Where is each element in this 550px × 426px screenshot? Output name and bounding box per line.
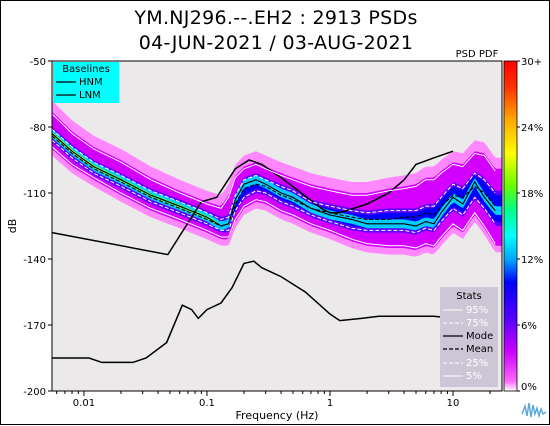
series-mode-line <box>52 133 496 227</box>
baselines-legend-title: Baselines <box>62 64 110 75</box>
y-axis-label: dB <box>6 219 19 234</box>
stats-legend: Stats 95% 75% Mode Mean 25% 5% <box>440 287 498 387</box>
density-iqr-band <box>52 127 502 235</box>
y-tick-label: -110 <box>23 189 46 200</box>
mean-legend-label: Mean <box>466 344 493 355</box>
series-95pct-line <box>52 113 496 209</box>
waveform-logo-icon <box>520 396 548 422</box>
y-tick-label: -50 <box>30 57 46 68</box>
x-tick-label: 0.01 <box>73 398 95 409</box>
axes-layer: -50 -80 -110 -140 -170 -200 0.01 0.1 1 10 <box>23 57 491 409</box>
p95-legend-label: 95% <box>466 305 488 316</box>
stats-legend-title: Stats <box>456 291 482 302</box>
p5-legend-label: 5% <box>466 371 482 382</box>
y-tick-label: -140 <box>23 255 46 266</box>
hnm-legend-label: HNM <box>79 77 103 88</box>
plot-frame <box>51 60 503 392</box>
x-tick-label: 10 <box>447 398 460 409</box>
colorbar-tick-label: 12% <box>521 255 543 266</box>
series-lnm-line <box>52 260 454 364</box>
colorbar-ticks: 0% 6% 12% 18% 24% 30+ <box>517 57 543 393</box>
colorbar-title: PSD PDF <box>456 49 499 60</box>
series-5pct-line <box>52 146 496 249</box>
mode-legend-label: Mode <box>466 331 493 342</box>
colorbar-tick-label: 6% <box>521 321 537 332</box>
y-tick-label: -200 <box>23 387 46 398</box>
chart-subtitle: 04-JUN-2021 / 03-AUG-2021 <box>138 32 414 54</box>
baselines-legend: Baselines HNM LNM <box>53 62 119 103</box>
p25-legend-label: 25% <box>466 358 488 369</box>
x-axis-label: Frequency (Hz) <box>236 409 319 422</box>
colorbar-tick-label: 18% <box>521 189 543 200</box>
colorbar-tick-label: 0% <box>521 382 537 393</box>
y-tick-label: -80 <box>30 123 46 134</box>
colorbar-tick-label: 24% <box>521 123 543 134</box>
stats-legend-box <box>440 287 498 387</box>
curves-layer <box>52 113 496 364</box>
y-tick-label: -170 <box>23 321 46 332</box>
colorbar <box>503 60 518 392</box>
p75-legend-label: 75% <box>466 318 488 329</box>
x-tick-label: 0.1 <box>199 398 215 409</box>
x-tick-label: 1 <box>327 398 333 409</box>
series-mean-line <box>52 135 496 227</box>
colorbar-tick-label: 30+ <box>521 57 542 68</box>
lnm-legend-label: LNM <box>79 90 101 101</box>
chart-title: YM.NJ296.--.EH2 : 2913 PSDs <box>134 7 418 29</box>
series-25pct-line <box>52 139 496 234</box>
